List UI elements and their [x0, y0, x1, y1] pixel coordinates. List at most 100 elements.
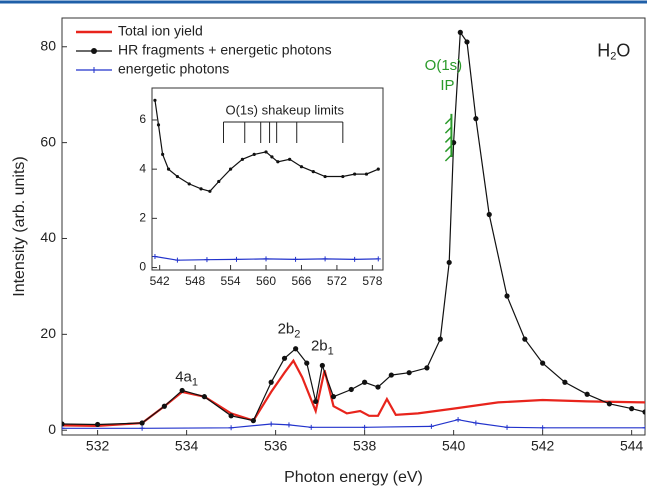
plot-frame — [151, 87, 384, 271]
point — [376, 167, 380, 171]
ip-hatch — [444, 117, 452, 125]
annotation-part: 2b — [311, 337, 328, 354]
point — [311, 170, 315, 174]
point — [362, 424, 368, 430]
point — [264, 150, 268, 154]
x-tick-label: 554 — [221, 274, 241, 288]
point — [437, 336, 443, 342]
point — [353, 172, 357, 176]
point — [540, 425, 546, 431]
point — [341, 174, 345, 179]
point — [522, 336, 528, 342]
shakeup-label: O(1s) shakeup limits — [225, 102, 344, 117]
annotation-part: 2b — [278, 321, 295, 338]
y-tick-label: 6 — [139, 112, 146, 126]
y-tick-label: 20 — [40, 325, 56, 341]
point — [473, 420, 479, 426]
point — [304, 360, 310, 366]
point — [281, 355, 288, 361]
point — [228, 167, 233, 171]
point — [364, 172, 369, 176]
annotation-part: 1 — [328, 345, 334, 357]
x-tick-label: 542 — [150, 274, 170, 288]
annotation: 2b1 — [311, 337, 334, 357]
point — [217, 179, 221, 184]
x-tick-label: 560 — [256, 274, 276, 288]
point — [156, 123, 161, 127]
point — [166, 167, 171, 171]
annotation-part: O — [616, 40, 630, 60]
point — [250, 418, 256, 424]
point — [152, 253, 158, 259]
x-tick-label: 548 — [185, 274, 205, 288]
point — [642, 409, 645, 415]
y-tick-label: 0 — [48, 421, 56, 437]
point — [204, 257, 210, 263]
ip-hatch — [444, 154, 452, 162]
point — [293, 256, 299, 262]
point — [252, 152, 256, 157]
point — [288, 157, 292, 161]
point — [175, 174, 180, 179]
point — [95, 421, 101, 428]
y-axis-title: Intensity (arb. units) — [11, 156, 28, 297]
point — [322, 256, 328, 262]
point — [270, 155, 274, 159]
annotation-part: 2 — [610, 50, 616, 62]
point — [263, 256, 269, 262]
ip-hatch — [444, 145, 452, 153]
x-tick-label: 578 — [362, 274, 382, 288]
y-tick-label: 80 — [40, 37, 56, 53]
x-tick-label: 540 — [442, 438, 466, 454]
legend-label: Total ion yield — [118, 23, 203, 39]
legend-label: HR fragments + energetic photons — [118, 42, 332, 58]
annotation-part: 4a — [175, 368, 192, 385]
point — [299, 165, 304, 169]
point — [139, 425, 145, 431]
point — [308, 424, 314, 430]
point — [228, 413, 234, 419]
y-tick-label: 60 — [40, 133, 56, 149]
point — [348, 386, 354, 393]
point — [240, 157, 244, 161]
point — [540, 360, 546, 366]
point — [208, 189, 212, 193]
ip-label: IP — [440, 77, 454, 94]
point — [179, 387, 185, 394]
point — [504, 424, 510, 430]
point — [161, 152, 165, 157]
x-tick-label: 538 — [353, 438, 377, 454]
y-tick-label: 40 — [40, 229, 56, 245]
legend-label: energetic photons — [118, 61, 229, 77]
point — [187, 182, 191, 186]
point — [388, 372, 394, 378]
legend-marker — [91, 67, 97, 73]
point — [293, 346, 299, 352]
point — [584, 391, 590, 397]
ip-hatch — [444, 135, 452, 143]
x-tick-label: 536 — [264, 438, 288, 454]
y-tick-label: 0 — [139, 260, 146, 274]
plot-area — [62, 29, 645, 431]
y-tick-label: 2 — [139, 211, 146, 225]
point — [352, 256, 358, 262]
point — [457, 29, 463, 35]
x-tick-label: 542 — [531, 438, 555, 454]
point — [276, 160, 280, 164]
point — [446, 259, 452, 266]
point — [323, 174, 327, 179]
x-axis-title: Photon energy (eV) — [284, 469, 423, 486]
point — [319, 362, 325, 369]
point — [629, 406, 635, 412]
point — [406, 370, 412, 376]
point — [424, 365, 430, 371]
point — [286, 422, 292, 428]
plot-area — [152, 98, 381, 263]
point — [642, 425, 645, 431]
point — [201, 394, 208, 400]
point — [428, 423, 434, 429]
ip-hatch — [444, 126, 452, 134]
point — [228, 425, 234, 431]
point — [606, 401, 612, 407]
